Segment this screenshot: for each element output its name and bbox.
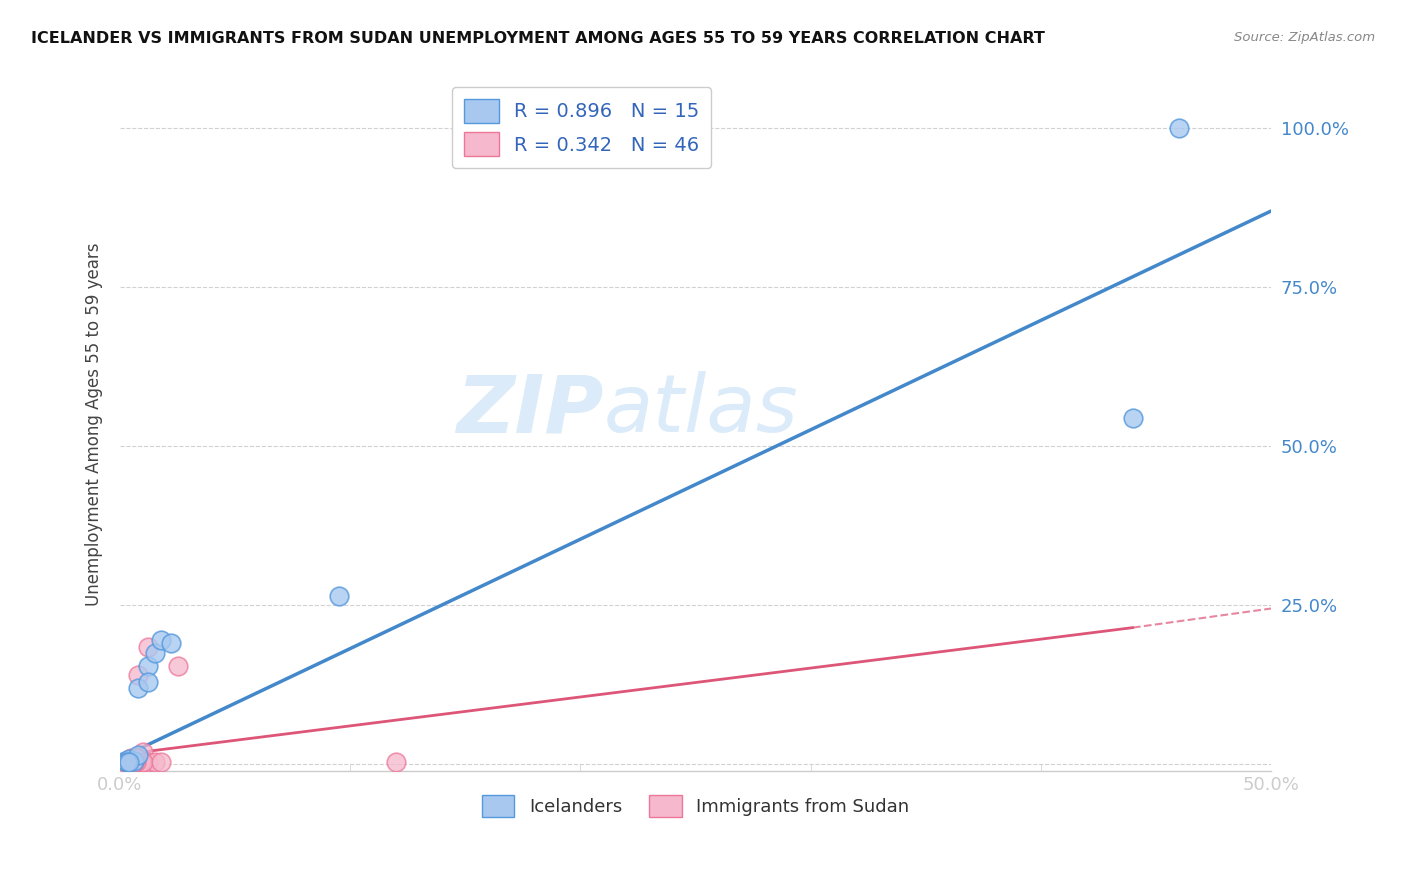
Point	[125, 756, 148, 770]
Point	[132, 745, 155, 759]
Point	[115, 756, 138, 770]
Point	[150, 633, 173, 648]
Point	[122, 756, 145, 770]
Point	[115, 756, 138, 770]
Point	[127, 747, 149, 762]
Point	[166, 658, 188, 673]
Point	[115, 756, 138, 770]
Point	[115, 754, 138, 768]
Point	[122, 756, 145, 770]
Point	[115, 756, 138, 770]
Point	[115, 756, 138, 770]
Point	[118, 756, 141, 770]
Point	[143, 646, 166, 660]
Point	[115, 756, 138, 770]
Point	[136, 756, 159, 770]
Point	[115, 754, 138, 768]
Point	[115, 756, 138, 770]
Point	[115, 756, 138, 770]
Point	[114, 756, 136, 770]
Point	[115, 756, 138, 770]
Text: ZIP: ZIP	[456, 371, 603, 450]
Point	[136, 640, 159, 654]
Point	[1122, 410, 1144, 425]
Point	[150, 756, 173, 770]
Point	[125, 751, 148, 765]
Text: Source: ZipAtlas.com: Source: ZipAtlas.com	[1234, 31, 1375, 45]
Point	[115, 756, 138, 770]
Point	[115, 756, 138, 770]
Legend: Icelanders, Immigrants from Sudan: Icelanders, Immigrants from Sudan	[475, 788, 917, 824]
Point	[115, 756, 138, 770]
Text: ICELANDER VS IMMIGRANTS FROM SUDAN UNEMPLOYMENT AMONG AGES 55 TO 59 YEARS CORREL: ICELANDER VS IMMIGRANTS FROM SUDAN UNEMP…	[31, 31, 1045, 46]
Point	[132, 756, 155, 770]
Point	[122, 756, 145, 770]
Point	[122, 754, 145, 768]
Point	[115, 756, 138, 770]
Point	[127, 751, 149, 765]
Point	[115, 756, 138, 770]
Point	[114, 754, 136, 768]
Point	[115, 756, 138, 770]
Point	[115, 756, 138, 770]
Y-axis label: Unemployment Among Ages 55 to 59 years: Unemployment Among Ages 55 to 59 years	[86, 243, 103, 606]
Point	[125, 751, 148, 765]
Point	[125, 756, 148, 770]
Point	[385, 756, 408, 770]
Point	[118, 752, 141, 766]
Point	[159, 636, 181, 650]
Point	[115, 756, 138, 770]
Point	[118, 754, 141, 768]
Point	[122, 756, 145, 770]
Text: atlas: atlas	[603, 371, 799, 450]
Point	[129, 756, 152, 770]
Point	[1168, 121, 1191, 136]
Point	[127, 681, 149, 695]
Point	[122, 756, 145, 770]
Point	[115, 756, 138, 770]
Point	[121, 751, 143, 765]
Point	[127, 668, 149, 682]
Point	[136, 658, 159, 673]
Point	[118, 756, 141, 770]
Point	[122, 756, 145, 770]
Point	[115, 756, 138, 770]
Point	[143, 756, 166, 770]
Point	[115, 756, 138, 770]
Point	[136, 674, 159, 689]
Point	[328, 589, 350, 603]
